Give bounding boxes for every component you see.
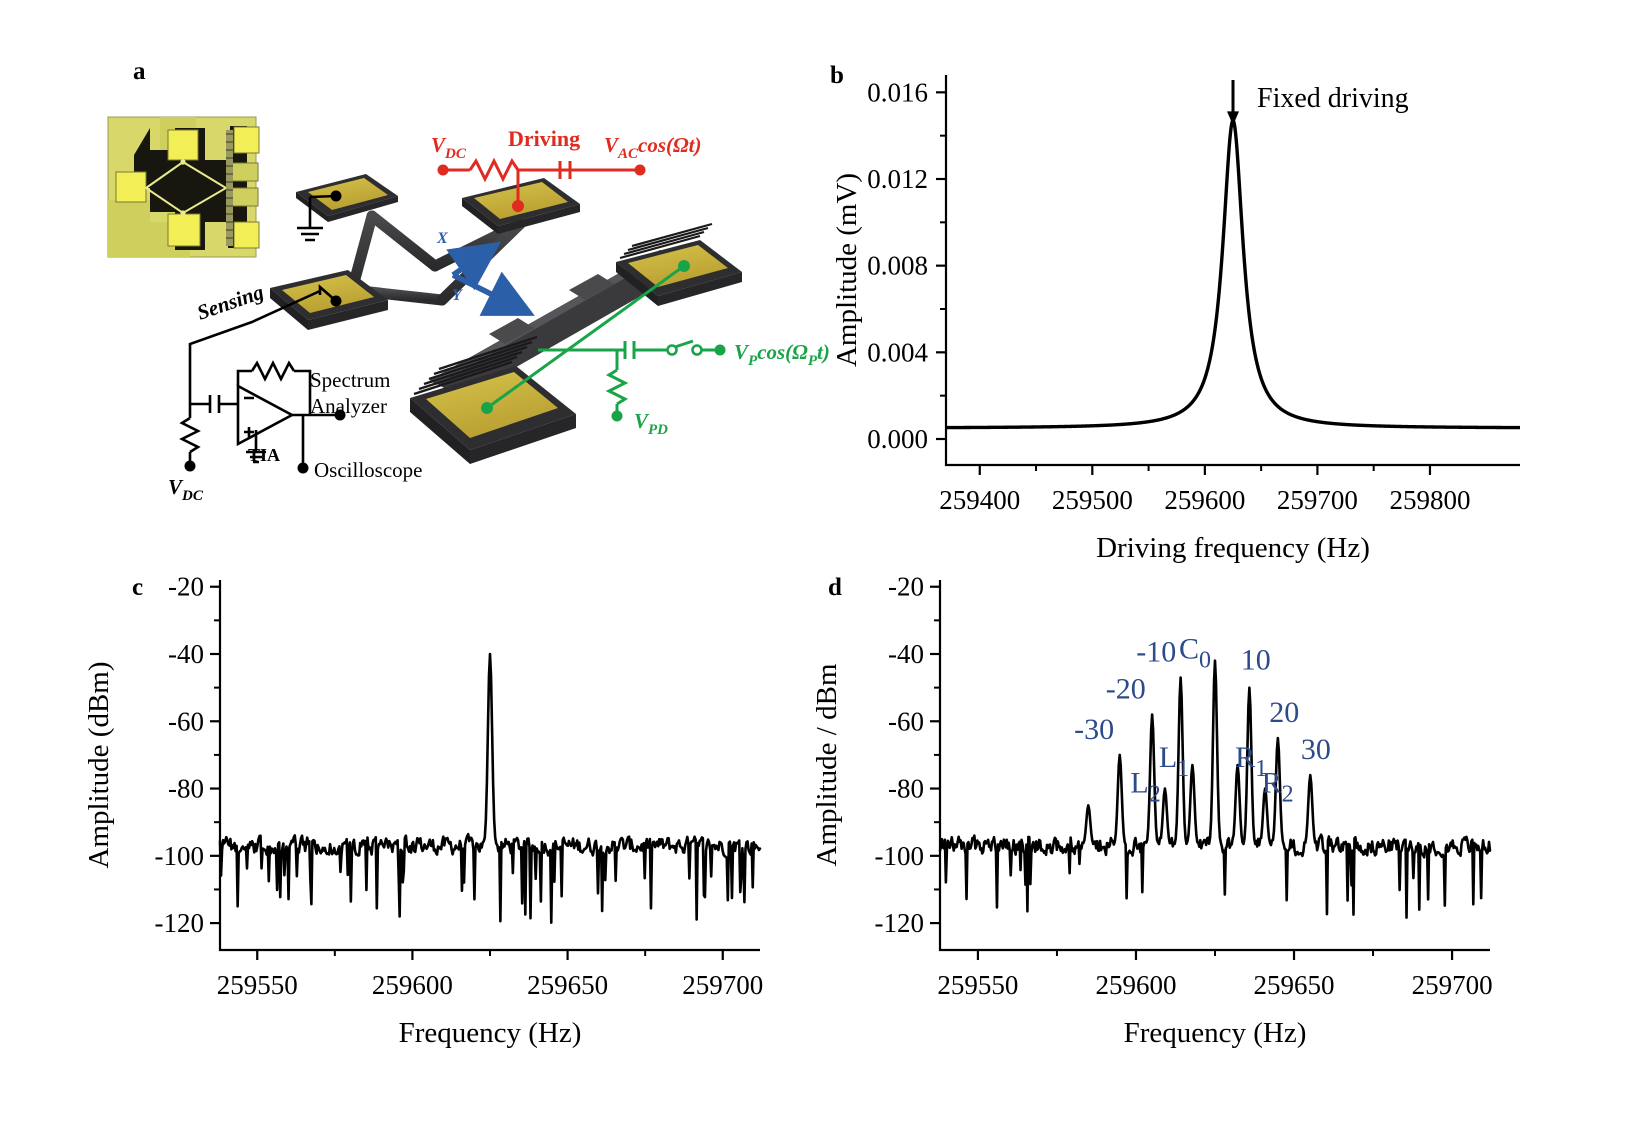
- svg-text:-20: -20: [168, 572, 204, 602]
- svg-text:259650: 259650: [527, 970, 608, 1000]
- axis-y-label: Y: [452, 287, 463, 304]
- svg-text:-20: -20: [888, 572, 924, 602]
- pad-ground: [296, 174, 398, 222]
- panel-a-schematic: X Y VDC Driving VACcos(Ωt): [107, 116, 830, 504]
- svg-text:259650: 259650: [1254, 970, 1335, 1000]
- vpd-label: VPD: [634, 409, 668, 438]
- probe-circuit: [481, 260, 726, 422]
- oscilloscope-label: Oscilloscope: [314, 458, 422, 482]
- axes-arrows: [446, 241, 535, 316]
- svg-text:-100: -100: [155, 841, 205, 871]
- svg-text:-100: -100: [875, 841, 925, 871]
- spectrum-label: Spectrum: [310, 368, 390, 392]
- driving-label: Driving: [508, 126, 580, 151]
- svg-text:259600: 259600: [1095, 970, 1176, 1000]
- svg-text:-40: -40: [168, 639, 204, 669]
- svg-text:Frequency (Hz): Frequency (Hz): [399, 1017, 582, 1049]
- panel-b: b 0.000 0.004 0.008 0.012 0.016 259400 259500 2…: [820, 40, 1560, 564]
- svg-text:0.012: 0.012: [867, 164, 928, 194]
- pad-sensing: [270, 270, 388, 330]
- svg-text:259700: 259700: [1412, 970, 1493, 1000]
- comb-label--20: -20: [1106, 673, 1146, 706]
- panel-a-label: a: [133, 58, 146, 85]
- svg-text:259700: 259700: [682, 970, 763, 1000]
- comb-label-10: 10: [1241, 644, 1271, 677]
- panel-b-label: b: [830, 62, 844, 89]
- vpd-node: [611, 410, 623, 422]
- vdc-sense-label: VDC: [168, 475, 204, 504]
- panel-c-label: c: [132, 574, 144, 601]
- comb-label-30: 30: [1301, 733, 1331, 766]
- panel-d-plot: -20 -40 -60 -80 -100 -120 259550 259600 259650 25…: [811, 572, 1493, 1049]
- comb-label--10: -10: [1136, 636, 1176, 669]
- comb-label-L2: L2: [1130, 767, 1160, 808]
- vdc-drive-label: VDC: [431, 133, 467, 162]
- spectrum-analyzer-node: [334, 409, 346, 421]
- comb-label--30: -30: [1074, 713, 1114, 746]
- panel-d: d -20 -40 -60 -80 -100 -120 259550 259600 259650…: [800, 550, 1560, 1110]
- sensing-circuit: [179, 190, 346, 474]
- svg-text:Amplitude / dBm: Amplitude / dBm: [811, 663, 843, 866]
- svg-text:0.000: 0.000: [867, 424, 928, 454]
- svg-text:-80: -80: [888, 774, 924, 804]
- svg-text:259600: 259600: [1164, 485, 1245, 515]
- panel-d-label: d: [828, 574, 842, 601]
- comb-label-L1: L1: [1159, 741, 1189, 782]
- svg-text:259700: 259700: [1277, 485, 1358, 515]
- svg-text:0.008: 0.008: [867, 251, 928, 281]
- svg-text:Driving frequency (Hz): Driving frequency (Hz): [1096, 532, 1370, 564]
- mems-device-3d: X Y: [270, 174, 742, 464]
- drive-node-vdc: [437, 164, 449, 176]
- svg-text:-120: -120: [875, 908, 925, 938]
- svg-text:259600: 259600: [372, 970, 453, 1000]
- device-micrograph: [107, 116, 260, 258]
- panel-c: c -20 -40 -60 -80 -100 -120 259550 259600 259650…: [60, 550, 800, 1110]
- svg-text:-60: -60: [888, 706, 924, 736]
- analyzer-label: Analyzer: [310, 394, 387, 418]
- svg-text:-40: -40: [888, 639, 924, 669]
- vac-label: VACcos(Ωt): [604, 133, 702, 162]
- svg-text:Frequency (Hz): Frequency (Hz): [1124, 1017, 1307, 1049]
- drive-node-pad: [512, 200, 524, 212]
- sensing-label: Sensing: [194, 280, 267, 325]
- panel-b-plot: 0.000 0.004 0.008 0.012 0.016 259400 259500 259…: [831, 75, 1522, 564]
- svg-text:-60: -60: [168, 706, 204, 736]
- vp-label: VPcos(ΩPt): [734, 340, 830, 369]
- svg-text:Amplitude (mV): Amplitude (mV): [831, 173, 863, 367]
- sense-node-pad: [330, 295, 342, 307]
- oscilloscope-node: [297, 462, 309, 474]
- svg-text:259500: 259500: [1052, 485, 1133, 515]
- panel-a: a: [0, 0, 830, 540]
- svg-text:Amplitude (dBm): Amplitude (dBm): [83, 661, 115, 868]
- svg-text:259550: 259550: [217, 970, 298, 1000]
- svg-text:259400: 259400: [939, 485, 1020, 515]
- svg-text:Fixed driving: Fixed driving: [1257, 83, 1409, 114]
- panel-c-plot: -20 -40 -60 -80 -100 -120 259550 259600 259650 25…: [83, 572, 763, 1049]
- svg-text:0.004: 0.004: [867, 337, 928, 367]
- comb-label-C0: C0: [1179, 633, 1211, 674]
- comb-label-R2: R2: [1262, 767, 1294, 808]
- vdc-sense-node: [184, 460, 196, 472]
- drive-node-vac: [634, 164, 646, 176]
- vp-node: [714, 344, 726, 356]
- driving-circuit: [437, 157, 646, 212]
- comb-label-R1: R1: [1235, 741, 1267, 782]
- svg-text:259800: 259800: [1389, 485, 1470, 515]
- svg-text:-80: -80: [168, 774, 204, 804]
- comb-label-20: 20: [1269, 696, 1299, 729]
- tia-label: TIA: [248, 445, 280, 465]
- svg-text:-120: -120: [155, 908, 205, 938]
- svg-text:259550: 259550: [937, 970, 1018, 1000]
- svg-text:0.016: 0.016: [867, 77, 928, 107]
- axis-x-label: X: [436, 230, 448, 247]
